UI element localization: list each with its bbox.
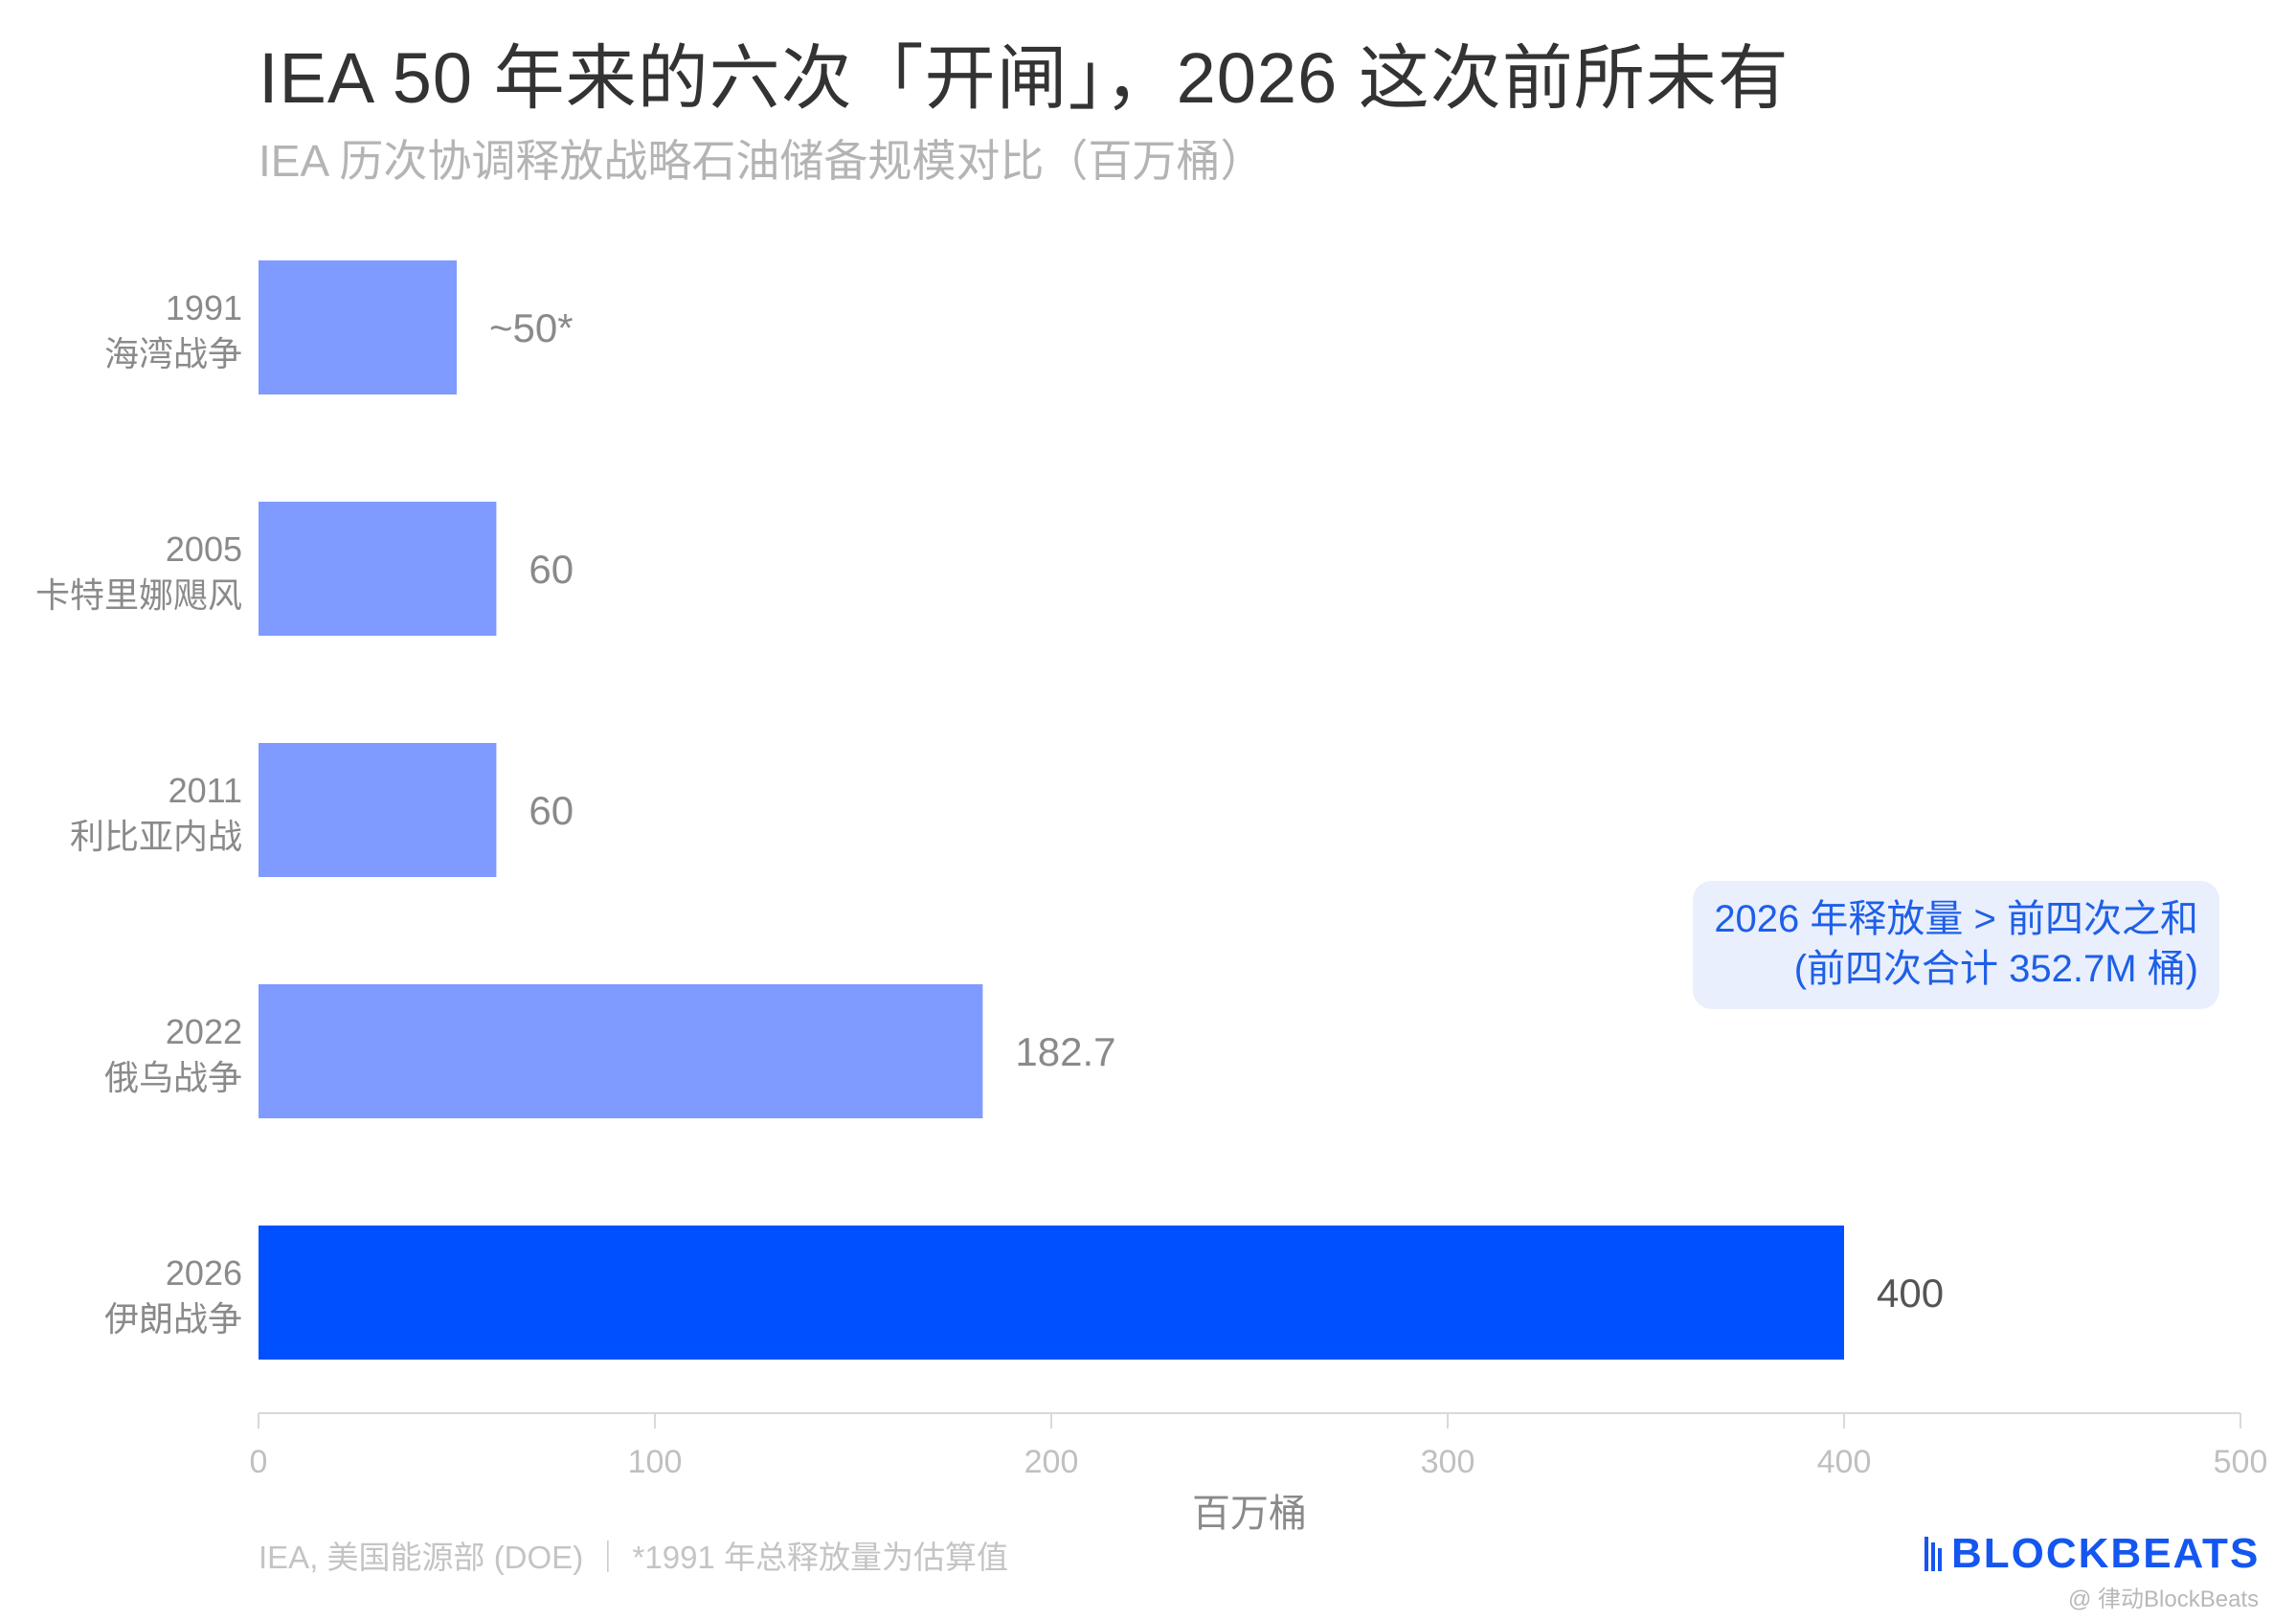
category-year-label: 1991: [166, 288, 242, 327]
bar: [259, 260, 457, 394]
bar-value-label: 182.7: [1015, 1029, 1115, 1074]
category-event-label: 利比亚内战: [70, 817, 242, 856]
x-tick-label: 400: [1817, 1444, 1872, 1480]
bar-value-label: 60: [529, 788, 574, 833]
x-axis-label: 百万桶: [1192, 1493, 1307, 1535]
x-tick-label: 300: [1421, 1444, 1475, 1480]
category-year-label: 2005: [166, 529, 242, 569]
bar-value-label: 400: [1877, 1271, 1944, 1316]
category-event-label: 伊朗战争: [104, 1299, 242, 1339]
category-year-label: 2022: [166, 1012, 242, 1051]
bar: [259, 502, 497, 636]
annotation-line-1: 2026 年释放量 > 前四次之和: [1714, 898, 2198, 940]
annotation-box: 2026 年释放量 > 前四次之和 (前四次合计 352.7M 桶): [1693, 881, 2219, 1009]
watermark: @ 律动BlockBeats: [2068, 1586, 2260, 1612]
category-year-label: 2026: [166, 1253, 242, 1293]
brand-name: BLOCKBEATS: [1951, 1530, 2261, 1577]
bar: [259, 743, 497, 877]
category-year-label: 2011: [169, 771, 242, 810]
blockbeats-logo-icon: [1925, 1537, 1942, 1571]
category-event-label: 卡特里娜飓风: [35, 575, 242, 615]
x-tick-label: 0: [250, 1444, 268, 1480]
chart-subtitle: IEA 历次协调释放战略石油储备规模对比（百万桶）: [259, 136, 1265, 186]
bar: [259, 1226, 1844, 1360]
chart-title: IEA 50 年来的六次「开闸」，2026 这次前所未有: [259, 38, 1790, 118]
category-event-label: 俄乌战争: [104, 1058, 242, 1097]
x-tick-label: 500: [2214, 1444, 2268, 1480]
annotation-line-2: (前四次合计 352.7M 桶): [1793, 948, 2198, 990]
x-tick-label: 100: [628, 1444, 683, 1480]
category-event-label: 海湾战争: [104, 334, 242, 373]
source-note: IEA, 美国能源部 (DOE) ｜ *1991 年总释放量为估算值: [259, 1540, 1008, 1575]
brand-logo: BLOCKBEATS: [1925, 1530, 2260, 1578]
bar-value-label: ~50*: [489, 305, 574, 350]
bar: [259, 984, 983, 1118]
x-tick-label: 200: [1024, 1444, 1079, 1480]
bar-value-label: 60: [529, 547, 574, 592]
